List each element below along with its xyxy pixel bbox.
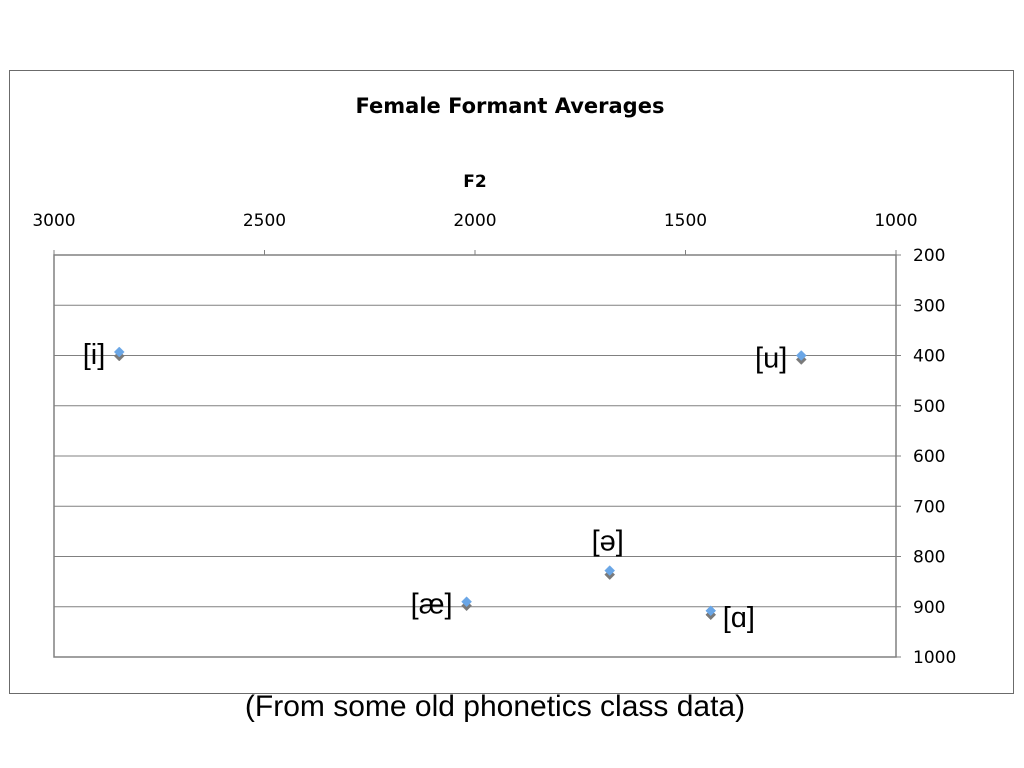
y-tick-label-700: 700 [913,497,945,517]
point-label-2: [ə] [592,526,624,558]
y-tick-label-500: 500 [913,397,945,417]
x-tick-label-2000: 2000 [453,211,496,231]
y-tick-label-400: 400 [913,347,945,367]
y-tick-label-200: 200 [913,246,945,266]
y-tick-label-600: 600 [913,447,945,467]
y-tick-label-1000: 1000 [913,648,956,668]
data-point-s0-3 [461,596,472,608]
x-tick-label-3000: 3000 [32,211,75,231]
data-point-s0-2 [604,565,616,576]
x-axis-title: F2 [463,172,486,192]
y-tick-label-900: 900 [913,598,945,618]
data-point-s0-0 [113,346,125,358]
point-label-4: [ɑ] [723,602,755,634]
x-tick-label-2500: 2500 [243,211,286,231]
x-tick-label-1000: 1000 [874,211,917,231]
y-tick-label-800: 800 [913,548,945,568]
x-tick-label-1500: 1500 [664,211,707,231]
chart-svg: Female Formant Averages F2 3000 2500 2000 150… [32,94,956,668]
data-point-s0-4 [705,605,717,617]
chart-frame: Female Formant Averages F2 3000 2500 2000 150… [9,70,1014,694]
chart-title: Female Formant Averages [356,94,665,118]
y-tick-label-300: 300 [913,296,945,316]
point-label-0: [i] [83,339,106,371]
data-point-s0-1 [795,350,807,361]
point-label-1: [u] [755,343,787,375]
point-label-3: [æ] [411,589,453,621]
caption: (From some old phonetics class data) [244,690,746,723]
